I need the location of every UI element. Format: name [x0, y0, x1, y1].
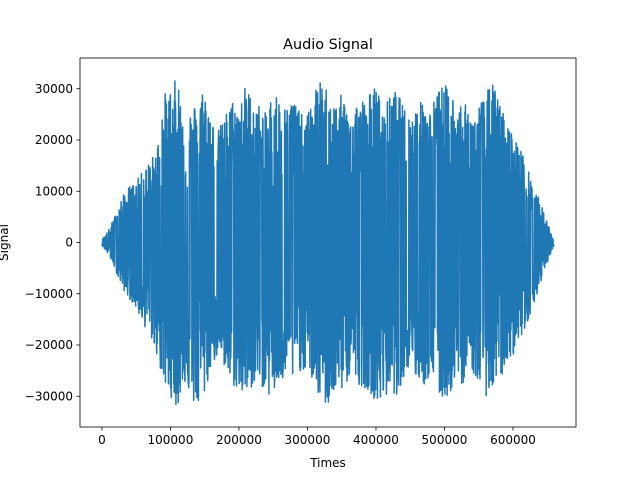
x-axis-label: Times: [309, 456, 346, 470]
x-tick-label: 500000: [422, 433, 468, 447]
y-tick-label: 0: [65, 236, 73, 250]
x-tick-label: 600000: [490, 433, 536, 447]
signal-series: [101, 80, 555, 406]
x-tick-label: 100000: [148, 433, 194, 447]
y-tick-label: −30000: [25, 389, 73, 403]
y-tick-label: 20000: [35, 133, 73, 147]
x-tick-label: 0: [98, 433, 106, 447]
y-tick-label: −20000: [25, 338, 73, 352]
y-tick-label: 10000: [35, 184, 73, 198]
y-tick-label: −10000: [25, 287, 73, 301]
y-axis-ticks: −30000 −20000 −10000 0 10000 20000 30000: [25, 82, 80, 403]
chart-title: Audio Signal: [283, 37, 373, 53]
x-tick-label: 300000: [285, 433, 331, 447]
x-tick-label: 200000: [216, 433, 262, 447]
x-tick-label: 400000: [353, 433, 399, 447]
x-axis-ticks: 0 100000 200000 300000 400000 500000 600000: [98, 427, 536, 447]
y-tick-label: 30000: [35, 82, 73, 96]
y-axis-label: Signal: [0, 224, 11, 261]
signal-line: [101, 80, 555, 406]
